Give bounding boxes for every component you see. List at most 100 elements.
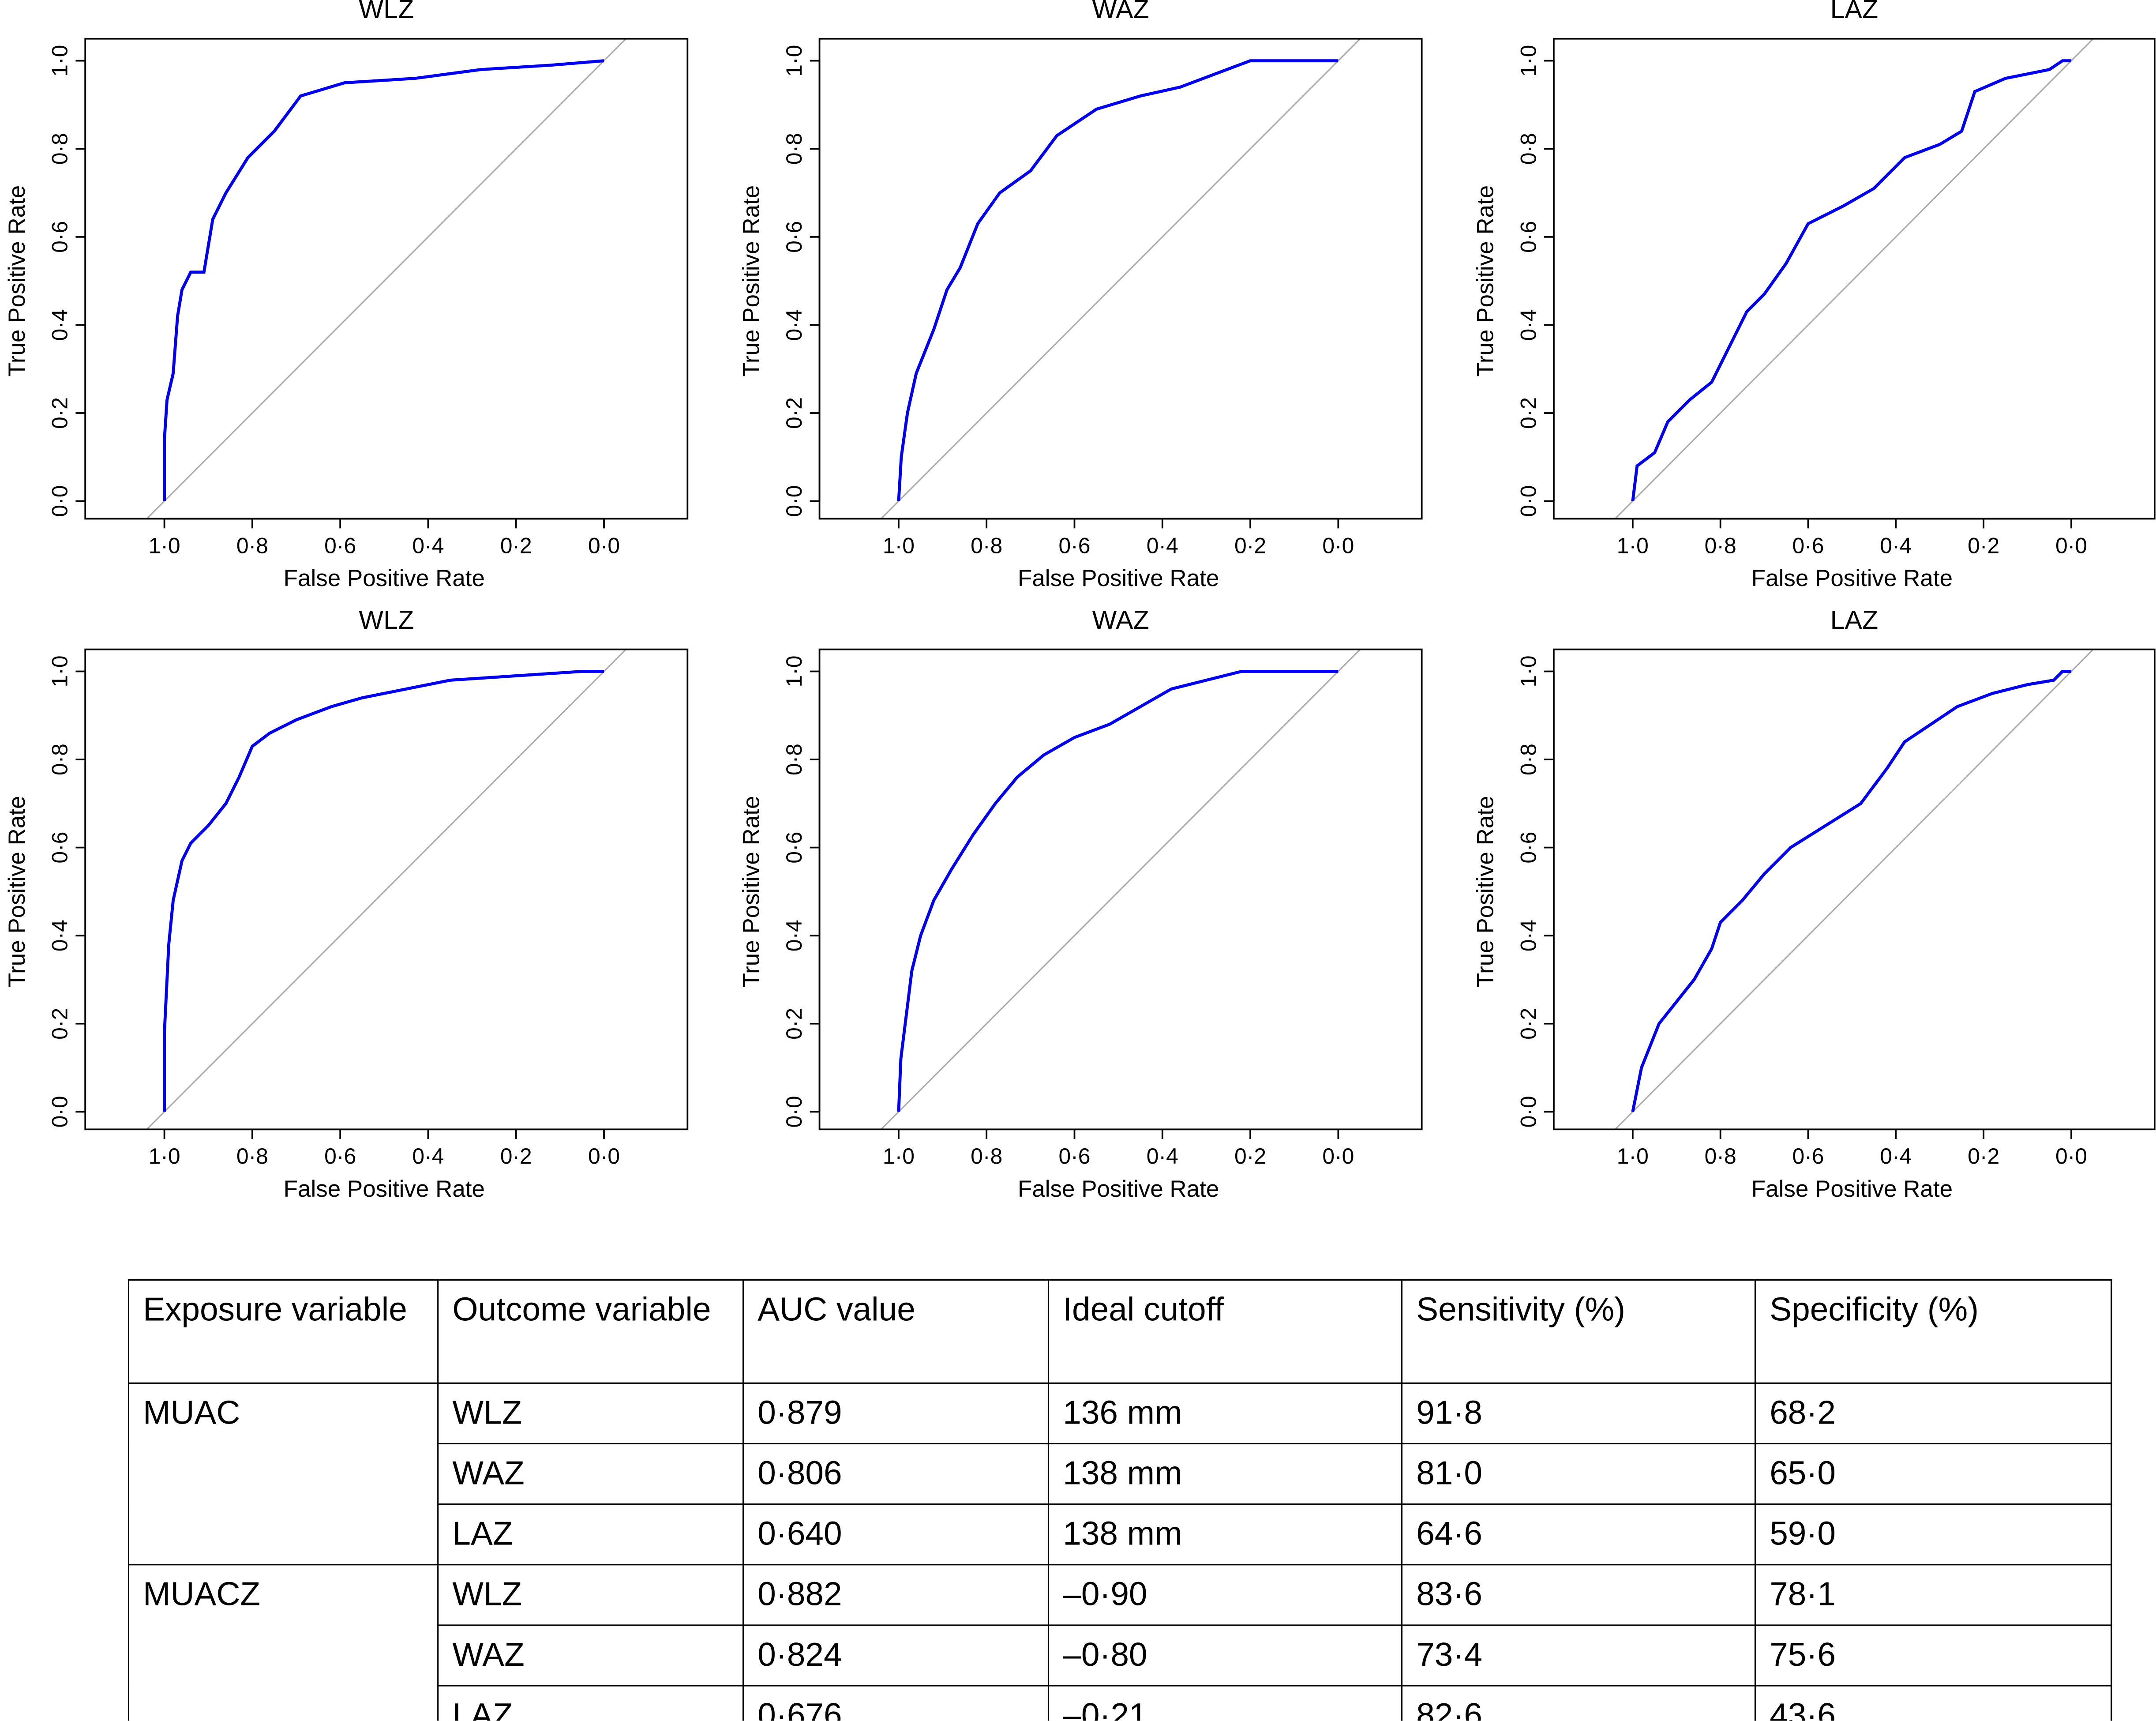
table-cell: 43·6 <box>1754 1685 2112 1721</box>
data-row: WAZ 0·824 –0·80 73·4 75·6 <box>128 1624 2112 1687</box>
table-cell: 0·824 <box>742 1624 1050 1687</box>
x-tick-label: 0·8 <box>971 1144 1002 1169</box>
y-axis-label: True Positive Rate <box>4 796 30 988</box>
table-cell: LAZ <box>437 1503 744 1566</box>
y-tick-label: 1·0 <box>1516 45 1541 77</box>
reference-line <box>146 38 627 519</box>
table-cell: 91·8 <box>1401 1382 1756 1445</box>
x-tick-label: 0·0 <box>2055 533 2087 558</box>
reference-line <box>146 649 627 1130</box>
results-table: Exposure variable Outcome variable AUC val… <box>127 1279 2112 1721</box>
x-tick-label: 0·0 <box>588 533 620 558</box>
roc-curve <box>897 59 1339 501</box>
chart-title: WLZ <box>359 0 414 24</box>
table-cell: 82·6 <box>1401 1685 1756 1721</box>
header-cell: Exposure variable <box>127 1279 439 1384</box>
y-tick-label: 0·0 <box>782 485 806 517</box>
y-tick-label: 0·2 <box>782 397 806 429</box>
x-tick-label: 0·6 <box>1058 533 1090 558</box>
roc-panel: WAZ 1·0 0·8 0·6 0·4 0·2 0·0 False Positive Rate… <box>738 605 1423 1202</box>
y-tick-label: 0·8 <box>782 133 806 165</box>
y-tick-label: 0·4 <box>782 920 806 951</box>
table-cell: 73·4 <box>1401 1624 1756 1687</box>
exposure-cell: MUAC <box>127 1382 439 1566</box>
y-tick-label: 0·0 <box>1516 485 1541 517</box>
roc-panel: WAZ 1·0 0·8 0·6 0·4 0·2 0·0 False Positive Rate… <box>738 0 1423 591</box>
table-cell: 83·6 <box>1401 1564 1756 1626</box>
table-body: Exposure variable Outcome variable AUC val… <box>127 1279 2112 1721</box>
table-cell: 78·1 <box>1754 1564 2112 1626</box>
table-cell: 0·640 <box>742 1503 1050 1566</box>
y-tick-label: 1·0 <box>48 45 72 77</box>
table-cell: 68·2 <box>1754 1382 2112 1445</box>
x-tick-label: 0·2 <box>500 1144 532 1169</box>
table-cell: 138 mm <box>1047 1503 1403 1566</box>
y-tick-label: 1·0 <box>48 655 72 687</box>
table-cell: WAZ <box>437 1443 744 1505</box>
y-axis-label: True Positive Rate <box>738 185 764 377</box>
y-tick-label: 1·0 <box>782 655 806 687</box>
x-tick-label: 0·4 <box>1147 1144 1178 1169</box>
table-cell: 75·6 <box>1754 1624 2112 1687</box>
roc-curve <box>163 670 604 1112</box>
table-cell: WAZ <box>437 1624 744 1687</box>
table-cell: 0·806 <box>742 1443 1050 1505</box>
x-tick-label: 0·0 <box>1322 533 1354 558</box>
x-tick-label: 0·8 <box>1705 1144 1736 1169</box>
y-tick-label: 0·4 <box>782 309 806 341</box>
y-tick-label: 0·6 <box>782 832 806 864</box>
table-cell: 81·0 <box>1401 1443 1756 1505</box>
chart-title: WAZ <box>1092 605 1149 635</box>
x-axis-label: False Positive Rate <box>1018 565 1219 591</box>
x-tick-label: 0·6 <box>1792 1144 1824 1169</box>
x-axis-label: False Positive Rate <box>1751 1176 1953 1202</box>
x-tick-label: 1·0 <box>1617 533 1649 558</box>
x-tick-label: 0·2 <box>1968 533 1999 558</box>
x-axis-label: False Positive Rate <box>1018 1176 1219 1202</box>
header-cell: AUC value <box>742 1279 1050 1384</box>
table-cell: 136 mm <box>1047 1382 1403 1445</box>
header-cell: Specificity (%) <box>1754 1279 2112 1384</box>
y-tick-label: 0·0 <box>1516 1096 1541 1127</box>
y-tick-label: 0·4 <box>48 309 72 341</box>
x-axis-label: False Positive Rate <box>284 565 485 591</box>
data-row: LAZ 0·676 –0·21 82·6 43·6 <box>128 1685 2112 1721</box>
y-tick-label: 0·8 <box>48 133 72 165</box>
x-tick-label: 0·6 <box>324 1144 356 1169</box>
roc-panel: LAZ 1·0 0·8 0·6 0·4 0·2 0·0 False Positive Rate… <box>1473 0 2156 591</box>
y-axis-label: True Positive Rate <box>1473 185 1499 377</box>
y-tick-label: 0·0 <box>48 1096 72 1127</box>
table-cell: 0·882 <box>742 1564 1050 1626</box>
roc-curve <box>1631 59 2071 501</box>
y-tick-label: 0·4 <box>1516 309 1541 341</box>
x-tick-label: 0·0 <box>2055 1144 2087 1169</box>
roc-panel: LAZ 1·0 0·8 0·6 0·4 0·2 0·0 False Positive Rate… <box>1473 605 2156 1202</box>
roc-curve <box>897 670 1339 1112</box>
x-tick-label: 0·2 <box>1234 1144 1266 1169</box>
x-tick-label: 1·0 <box>883 1144 915 1169</box>
x-tick-label: 0·4 <box>412 1144 444 1169</box>
y-tick-label: 0·0 <box>48 485 72 517</box>
y-tick-label: 0·2 <box>1516 397 1541 429</box>
x-tick-label: 0·8 <box>971 533 1002 558</box>
data-row: MUAC WLZ 0·879 136 mm 91·8 68·2 <box>127 1382 2112 1566</box>
x-tick-label: 1·0 <box>1617 1144 1649 1169</box>
x-tick-label: 0·6 <box>1058 1144 1090 1169</box>
x-tick-label: 0·8 <box>236 533 268 558</box>
y-axis-label: True Positive Rate <box>4 185 30 377</box>
x-axis-label: False Positive Rate <box>284 1176 485 1202</box>
y-tick-label: 0·8 <box>1516 744 1541 775</box>
y-tick-label: 0·4 <box>48 920 72 951</box>
y-axis-label: True Positive Rate <box>738 796 764 988</box>
x-tick-label: 0·2 <box>500 533 532 558</box>
y-tick-label: 0·8 <box>1516 133 1541 165</box>
roc-curve <box>163 59 604 501</box>
x-tick-label: 0·4 <box>412 533 444 558</box>
y-tick-label: 0·4 <box>1516 920 1541 951</box>
x-tick-label: 0·8 <box>1705 533 1736 558</box>
chart-title: WLZ <box>359 605 414 635</box>
table-cell: 65·0 <box>1754 1443 2112 1505</box>
data-row: WAZ 0·806 138 mm 81·0 65·0 <box>128 1443 2112 1505</box>
chart-title: LAZ <box>1830 605 1879 635</box>
